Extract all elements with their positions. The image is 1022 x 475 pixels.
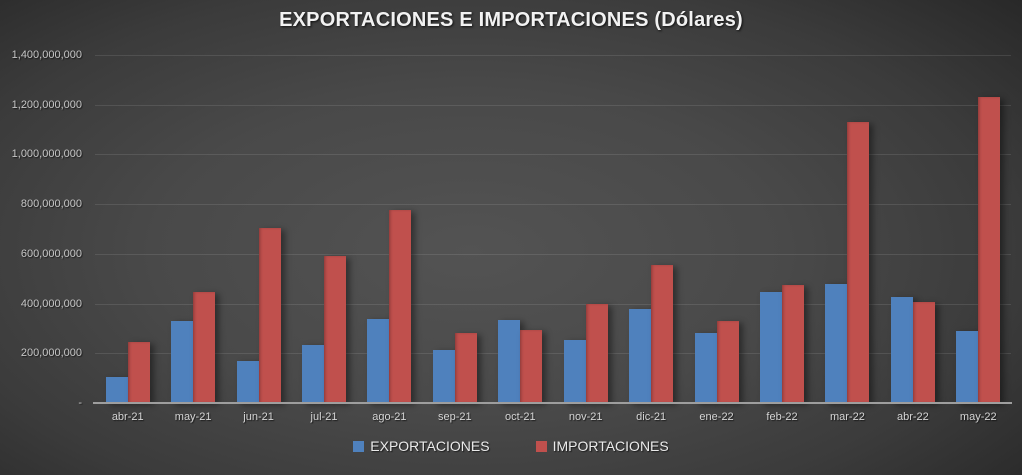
bar-group-mar-22 [815, 55, 880, 403]
bar-exportaciones-abr-21[interactable] [105, 376, 128, 403]
bar-importaciones-feb-22[interactable] [781, 284, 804, 403]
chart-title[interactable]: EXPORTACIONES E IMPORTACIONES (Dólares) [279, 9, 743, 31]
x-axis-tick-label: abr-21 [111, 411, 144, 423]
legend-label: EXPORTACIONES [370, 438, 490, 454]
x-axis-tick-label: may-21 [174, 411, 212, 423]
bar-exportaciones-ago-21[interactable] [367, 318, 390, 403]
bar-group-feb-22 [749, 55, 814, 403]
bar-group-dic-21 [618, 55, 683, 403]
bar-group-ago-21 [357, 55, 422, 403]
x-axis-tick-label: may-22 [959, 411, 997, 423]
bar-group-abr-21 [95, 55, 160, 403]
x-axis-tick-label: jul-21 [310, 411, 338, 423]
bar-group-may-22 [946, 55, 1011, 403]
x-axis-tick-label: dic-21 [636, 411, 667, 423]
bar-importaciones-ene-22[interactable] [716, 320, 739, 403]
x-axis-tick-label: feb-22 [766, 411, 798, 423]
bar-importaciones-may-21[interactable] [193, 292, 216, 403]
plot-area [95, 55, 1011, 403]
bar-group-ene-22 [684, 55, 749, 403]
bar-exportaciones-jun-21[interactable] [236, 360, 259, 403]
bar-group-nov-21 [553, 55, 618, 403]
legend-item-exportaciones[interactable]: EXPORTACIONES [353, 438, 490, 454]
y-axis-tick-label: 1,400,000,000 [11, 49, 82, 61]
bar-exportaciones-feb-22[interactable] [759, 292, 782, 403]
bar-exportaciones-dic-21[interactable] [629, 308, 652, 403]
bar-importaciones-may-22[interactable] [978, 97, 1001, 403]
x-axis-tick-label: jun-21 [243, 411, 274, 423]
bar-exportaciones-jul-21[interactable] [301, 344, 324, 403]
bar-exportaciones-oct-21[interactable] [498, 319, 521, 403]
y-axis-tick-label: 1,200,000,000 [11, 98, 82, 111]
bar-group-may-21 [160, 55, 225, 403]
bar-importaciones-mar-22[interactable] [847, 122, 870, 403]
bar-group-oct-21 [488, 55, 553, 403]
bar-exportaciones-abr-22[interactable] [890, 297, 913, 403]
bar-exportaciones-mar-22[interactable] [825, 283, 848, 403]
bar-importaciones-ago-21[interactable] [389, 210, 412, 403]
legend-item-importaciones[interactable]: IMPORTACIONES [535, 438, 669, 454]
gridline [95, 253, 1011, 255]
bar-importaciones-dic-21[interactable] [651, 265, 674, 403]
bar-importaciones-sep-21[interactable] [454, 333, 477, 403]
legend-swatch-icon [535, 440, 547, 452]
x-axis-line [93, 402, 1012, 404]
bar-importaciones-abr-22[interactable] [912, 302, 935, 403]
legend: EXPORTACIONES IMPORTACIONES [0, 438, 1022, 454]
y-axis-tick-label: - [78, 397, 82, 409]
y-axis-tick-label: 200,000,000 [20, 347, 82, 360]
legend-swatch-icon [353, 440, 365, 452]
x-axis-tick-label: ene-22 [699, 411, 734, 423]
x-axis-tick-label: sep-21 [438, 411, 472, 423]
bar-exportaciones-may-22[interactable] [956, 330, 979, 403]
bar-group-jul-21 [291, 55, 356, 403]
bar-group-jun-21 [226, 55, 291, 403]
x-axis-tick-label: ago-21 [372, 411, 407, 423]
gridline [95, 154, 1011, 156]
bar-group-sep-21 [422, 55, 487, 403]
bar-exportaciones-ene-22[interactable] [694, 333, 717, 403]
bar-exportaciones-may-21[interactable] [171, 320, 194, 403]
y-axis-tick-label: 800,000,000 [20, 198, 82, 211]
gridline [95, 204, 1011, 206]
bar-importaciones-nov-21[interactable] [585, 303, 608, 403]
bar-importaciones-jun-21[interactable] [258, 227, 281, 403]
bar-importaciones-jul-21[interactable] [323, 256, 346, 403]
y-axis-tick-label: 1,000,000,000 [11, 148, 82, 161]
x-axis-tick-label: nov-21 [568, 411, 603, 423]
legend-label: IMPORTACIONES [552, 438, 669, 454]
bar-importaciones-abr-21[interactable] [127, 342, 150, 403]
bar-importaciones-oct-21[interactable] [520, 329, 543, 403]
bar-group-abr-22 [880, 55, 945, 403]
bar-exportaciones-nov-21[interactable] [563, 339, 586, 403]
gridline [95, 104, 1011, 106]
bar-exportaciones-sep-21[interactable] [432, 349, 455, 403]
gridline [95, 55, 1011, 56]
gridline [95, 303, 1011, 305]
x-axis-tick-label: mar-22 [829, 411, 865, 423]
gridline [95, 353, 1011, 355]
x-axis-tick-label: oct-21 [504, 411, 536, 423]
y-axis-tick-label: 600,000,000 [20, 247, 82, 260]
y-axis-tick-label: 400,000,000 [20, 297, 82, 310]
x-axis-tick-label: abr-22 [896, 411, 929, 423]
